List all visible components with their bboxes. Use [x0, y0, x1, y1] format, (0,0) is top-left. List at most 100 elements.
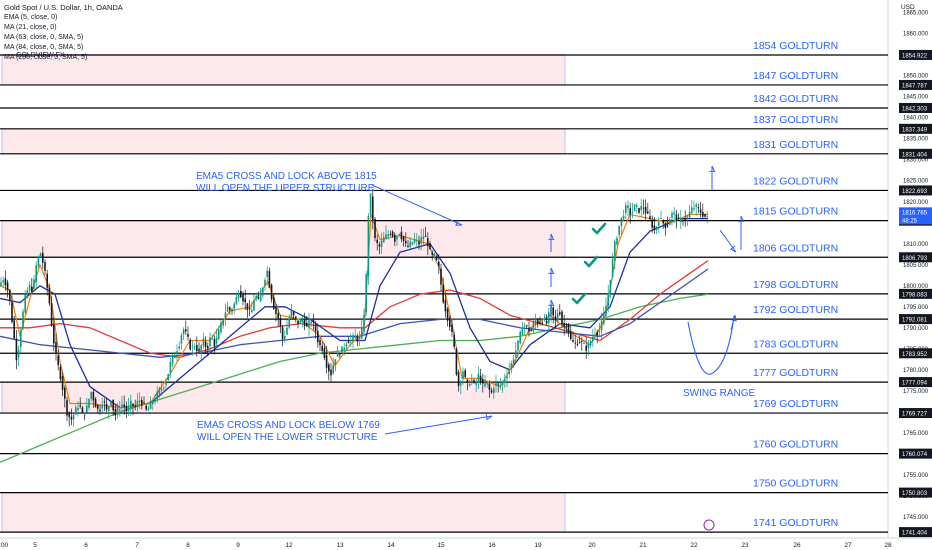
candle-body — [268, 270, 271, 288]
legend-ma200[interactable]: MA (200, close, 0, SMA, 5) — [4, 54, 88, 61]
x-tick-label: 22 — [690, 542, 698, 549]
candle-body — [411, 242, 414, 245]
candle-body — [629, 208, 631, 215]
candle-body — [376, 239, 378, 244]
lower-note-arrow — [384, 415, 493, 435]
y-tick-label: 1765.000 — [903, 431, 929, 437]
y-tick-label: 1850.000 — [903, 74, 929, 80]
candle-body — [530, 330, 532, 332]
candle-body — [501, 382, 504, 386]
candle-body — [462, 371, 464, 379]
candle-body — [198, 348, 200, 351]
candle-body — [372, 196, 374, 221]
candle-body — [565, 326, 568, 328]
candle-body — [270, 284, 273, 300]
price-tag — [899, 49, 932, 60]
y-tick-label: 1795.000 — [903, 305, 929, 311]
candle-body — [561, 311, 563, 325]
candle-body — [519, 331, 521, 344]
candle-body — [471, 379, 473, 382]
x-tick-label: 28 — [884, 542, 892, 549]
candle-body — [488, 383, 491, 390]
candle-body — [600, 320, 603, 331]
candle-body — [460, 382, 462, 386]
legend-ma63[interactable]: MA (63, close, 0, SMA, 5) — [4, 34, 84, 41]
candle-body — [400, 231, 403, 240]
candle-body — [240, 290, 242, 298]
candle-body — [631, 211, 634, 213]
upper-note-line1: EMA5 CROSS AND LOCK ABOVE 1815 — [196, 171, 377, 182]
lower-note-line2: WILL OPEN THE LOWER STRUCTURE — [197, 432, 378, 443]
price-tag — [899, 487, 932, 498]
candle-body — [479, 375, 482, 383]
y-tick-label: 1790.000 — [903, 326, 929, 332]
upper-note-arrow-head — [455, 220, 463, 226]
candle-body — [688, 211, 691, 218]
candle-body — [4, 278, 7, 286]
candle-body — [418, 241, 420, 245]
candle-body — [363, 314, 365, 332]
candle-body — [649, 216, 651, 220]
candle-body — [174, 355, 176, 358]
legend-ema5[interactable]: EMA (5, close, 0) — [4, 14, 58, 21]
candle-body — [317, 330, 319, 343]
y-tick-label: 1865.000 — [903, 11, 929, 17]
candle-body — [356, 336, 359, 342]
candle-body — [457, 371, 460, 387]
legend-ma21[interactable]: MA (21, close, 0) — [4, 24, 57, 31]
candle-body — [402, 236, 405, 241]
candle-body — [455, 348, 458, 375]
y-tick-label: 1845.000 — [903, 95, 929, 101]
candle-body — [303, 319, 306, 327]
candle-body — [495, 382, 497, 386]
goldturn-label: 1792 GOLDTURN — [753, 304, 838, 316]
candle-body — [339, 354, 341, 356]
candle-body — [706, 216, 708, 218]
y-tick-label: 1800.000 — [903, 284, 929, 290]
candle-body — [264, 279, 266, 287]
price-tag-label: 1783.952 — [902, 352, 928, 358]
x-tick-label: 23 — [741, 542, 749, 549]
candle-body — [662, 220, 664, 224]
candle-body — [638, 207, 640, 213]
price-tag-label: 1760.074 — [902, 452, 928, 458]
candle-body — [143, 402, 145, 404]
legend-ma84[interactable]: MA (84, close, 0, SMA, 5) — [4, 44, 84, 51]
candle-body — [15, 338, 18, 361]
indicator-legend: Gold Spot / U.S. Dollar, 1h, OANDA EMA (… — [4, 3, 123, 63]
y-tick-label: 1745.000 — [903, 515, 929, 521]
candle-body — [321, 345, 323, 351]
candle-body — [231, 309, 233, 311]
time-axis: 5 6 7 8 9 12 13 14 15 16 19 20 21 22 23 26 27 28 18:00 — [0, 542, 892, 549]
candle-body — [642, 207, 645, 209]
currency-label: USD — [901, 4, 915, 11]
candle-body — [202, 338, 205, 346]
candle-body — [33, 279, 35, 289]
candle-body — [354, 335, 356, 339]
candle-body — [277, 313, 279, 319]
candle-body — [532, 322, 535, 332]
candle-body — [438, 261, 440, 267]
candle-body — [704, 214, 706, 217]
zone-rect — [1, 128, 566, 155]
price-tag — [899, 448, 932, 459]
candle-body — [350, 340, 352, 341]
price-tag — [899, 377, 932, 388]
candle-body — [251, 310, 253, 313]
candle-body — [416, 239, 418, 241]
candle-body — [570, 330, 572, 339]
candle-body — [464, 370, 466, 378]
x-tick-label: 6 — [84, 542, 88, 549]
candle-body — [539, 322, 541, 325]
price-tag-label: 1750.803 — [902, 491, 928, 497]
candle-body — [594, 334, 596, 337]
candle-body — [273, 297, 275, 310]
candle-body — [83, 414, 86, 416]
candle-body — [244, 298, 246, 303]
candle-body — [407, 245, 409, 247]
zone-rect — [1, 220, 566, 258]
price-tag-label: 1847.787 — [902, 83, 928, 89]
candle-body — [556, 313, 559, 322]
